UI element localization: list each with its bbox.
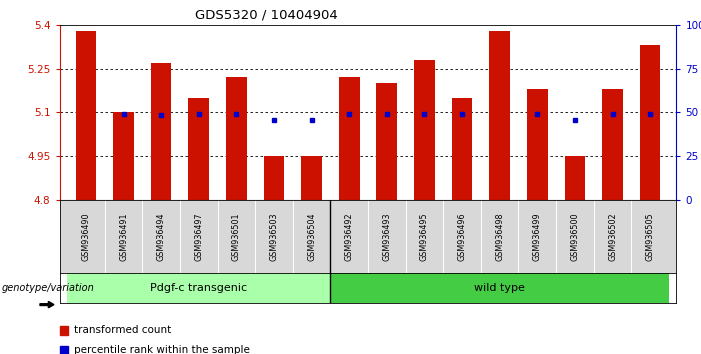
Text: GSM936502: GSM936502 (608, 212, 617, 261)
Bar (339, 78, 360, 200)
Bar (226, 78, 247, 200)
Text: GSM936505: GSM936505 (646, 212, 655, 261)
Text: GSM936501: GSM936501 (232, 212, 241, 261)
Text: Pdgf-c transgenic: Pdgf-c transgenic (150, 282, 247, 293)
Bar (640, 45, 660, 200)
Bar (451, 98, 472, 200)
Text: GSM936496: GSM936496 (458, 212, 467, 261)
Bar (301, 156, 322, 200)
Text: genotype/variation: genotype/variation (2, 282, 95, 293)
Bar (151, 63, 172, 200)
Text: GSM936492: GSM936492 (345, 212, 354, 261)
Text: GSM936493: GSM936493 (382, 212, 391, 261)
Bar (414, 60, 435, 200)
Text: GSM936504: GSM936504 (307, 212, 316, 261)
Text: GSM936498: GSM936498 (495, 212, 504, 261)
Bar (489, 31, 510, 200)
Bar (67, 273, 330, 303)
Bar (330, 273, 669, 303)
Text: percentile rank within the sample: percentile rank within the sample (74, 345, 250, 354)
Text: GDS5320 / 10404904: GDS5320 / 10404904 (195, 9, 338, 22)
Bar (376, 83, 397, 200)
Bar (189, 98, 209, 200)
Text: GSM936499: GSM936499 (533, 212, 542, 261)
Text: GSM936495: GSM936495 (420, 212, 429, 261)
Text: GSM936490: GSM936490 (81, 212, 90, 261)
Bar (602, 89, 623, 200)
Text: wild type: wild type (475, 282, 525, 293)
Text: GSM936500: GSM936500 (571, 212, 580, 261)
Bar (113, 113, 134, 200)
Text: GSM936497: GSM936497 (194, 212, 203, 261)
Bar (564, 156, 585, 200)
Text: GSM936503: GSM936503 (269, 212, 278, 261)
Bar (527, 89, 547, 200)
Text: GSM936494: GSM936494 (156, 212, 165, 261)
Bar (76, 31, 96, 200)
Bar (264, 156, 285, 200)
Text: GSM936491: GSM936491 (119, 212, 128, 261)
Text: transformed count: transformed count (74, 325, 171, 335)
